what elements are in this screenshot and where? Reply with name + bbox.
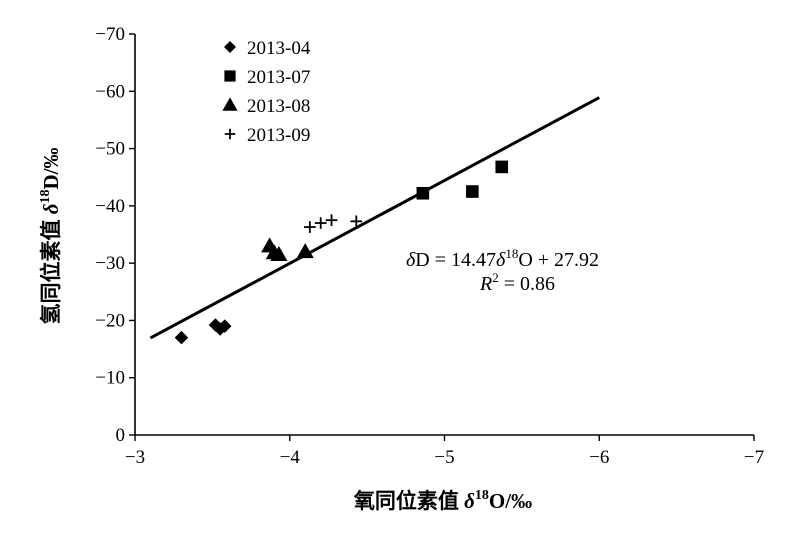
y-tick-label: −40 (95, 196, 125, 217)
x-tick-label: −6 (589, 447, 609, 468)
legend-label: 2013-04 (247, 38, 311, 59)
data-points (174, 160, 509, 345)
data-point-triangle (270, 246, 288, 261)
trendline-group (149, 96, 600, 340)
legend-item: 2013-09 (224, 125, 310, 146)
legend-marker-plus (224, 128, 236, 140)
data-point-plus (314, 217, 327, 229)
y-tick-label: 0 (116, 425, 126, 446)
data-point-plus (350, 215, 363, 228)
data-point-diamond (174, 330, 189, 345)
y-tick-label: −70 (95, 24, 125, 45)
legend-item: 2013-04 (224, 38, 311, 59)
legend-item: 2013-08 (222, 96, 310, 117)
y-tick-label: −50 (95, 139, 125, 160)
axes: 0 −10 −20 −30 −40 −50 −60 −70 −3 −4 −5 −6 −7 (95, 24, 764, 468)
data-point-plus (304, 221, 316, 233)
trendline (149, 96, 600, 340)
y-axis-title: 氢同位素值 δ18D/‰ (38, 147, 63, 324)
data-point-square (495, 160, 509, 174)
data-point-triangle (296, 243, 314, 259)
data-point-plus (325, 214, 338, 227)
r-squared-label: R2 = 0.86 (479, 270, 555, 295)
data-point-square (466, 185, 479, 198)
legend-item: 2013-07 (224, 67, 310, 88)
x-tick-label: −3 (125, 447, 145, 468)
legend-marker-triangle (222, 97, 238, 111)
y-tick-label: −60 (95, 81, 125, 102)
legend: 2013-04 2013-07 2013-08 2013-09 (222, 38, 311, 146)
y-tick-label: −10 (95, 368, 125, 389)
y-tick-label: −20 (95, 310, 125, 331)
x-tick-label: −5 (434, 447, 454, 468)
legend-marker-diamond (224, 41, 236, 53)
y-tick-label: −30 (95, 253, 125, 274)
legend-marker-square (224, 70, 236, 82)
data-point-diamond (218, 319, 232, 333)
legend-label: 2013-08 (247, 96, 310, 117)
legend-label: 2013-07 (247, 67, 310, 88)
regression-equation: δD = 14.47δ18O + 27.92 (406, 246, 599, 271)
x-tick-label: −7 (744, 447, 764, 468)
x-axis-title: 氧同位素值 δ18O/‰ (354, 488, 532, 513)
legend-label: 2013-09 (247, 125, 310, 146)
x-tick-label: −4 (280, 447, 301, 468)
data-point-square (416, 186, 430, 200)
